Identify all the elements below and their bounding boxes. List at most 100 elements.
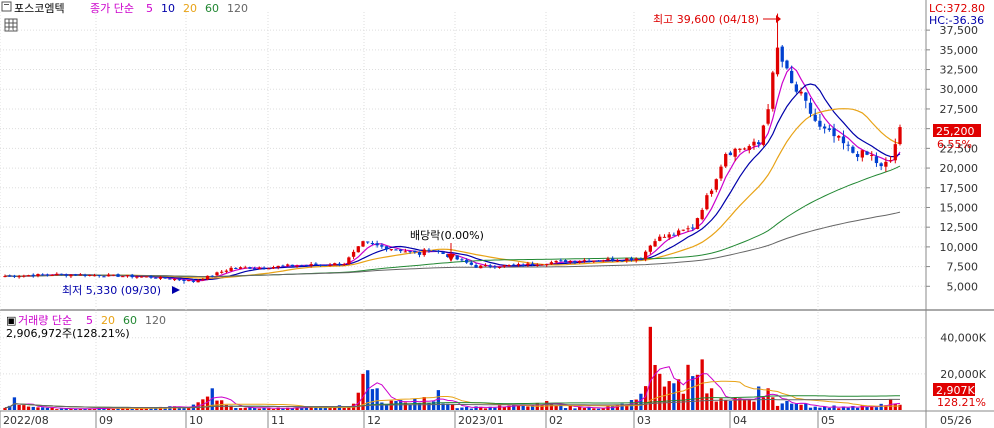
volume-bar xyxy=(74,408,78,410)
price-tick-label: 17,500 xyxy=(940,182,979,195)
volume-bar xyxy=(855,407,860,410)
volume-bar xyxy=(229,405,233,410)
volume-bar xyxy=(747,399,751,410)
candle-body xyxy=(64,274,68,276)
candle-body xyxy=(394,249,398,251)
volume-ma-lines xyxy=(4,366,901,410)
volume-bar xyxy=(870,406,874,410)
volume-bar xyxy=(841,406,846,410)
candle-body xyxy=(775,47,780,75)
volume-bar xyxy=(17,404,21,410)
volume-bar xyxy=(573,408,577,410)
volume-ma-legend-item: 5 xyxy=(86,314,93,327)
candles xyxy=(3,13,902,284)
candle-body xyxy=(436,250,441,252)
candle-body xyxy=(125,275,130,277)
ma-legend-item: 5 xyxy=(146,2,153,15)
volume-bar xyxy=(695,374,700,410)
volume-bar xyxy=(271,409,276,410)
volume-bar xyxy=(884,405,888,410)
candle-body xyxy=(785,60,789,69)
volume-bar xyxy=(639,393,643,410)
candle-body xyxy=(888,160,893,162)
candle-body xyxy=(483,265,488,267)
volume-bar xyxy=(238,408,243,410)
volume-ma-20-line xyxy=(4,380,901,409)
volume-bar xyxy=(314,406,318,410)
candle-body xyxy=(139,276,144,278)
svg-text:25,200: 25,200 xyxy=(936,125,975,138)
candle-body xyxy=(813,114,817,121)
volume-bar xyxy=(309,406,313,410)
volume-bar xyxy=(304,406,309,410)
candle-body xyxy=(643,251,648,260)
candle-body xyxy=(158,276,163,279)
volume-bar xyxy=(248,407,252,410)
candle-body xyxy=(672,234,676,236)
ma-legend: 5 10 20 60 120 xyxy=(146,2,248,15)
volume-bar xyxy=(724,399,728,410)
candle-body xyxy=(366,241,370,243)
volume-bar xyxy=(257,408,262,410)
candle-body xyxy=(342,264,346,266)
candle-body xyxy=(328,265,332,267)
volume-bar xyxy=(36,407,40,410)
volume-title: 거래량 단순 xyxy=(18,314,72,327)
volume-ma-legend-item: 60 xyxy=(123,314,137,327)
candle-body xyxy=(3,276,7,278)
grid-toggle-icon[interactable] xyxy=(4,18,18,32)
volume-bar xyxy=(88,408,92,410)
candle-body xyxy=(526,263,530,266)
panel-menu-icon[interactable] xyxy=(1,1,12,12)
volume-bar xyxy=(554,405,558,410)
candle-body xyxy=(8,275,12,277)
volume-bar xyxy=(742,400,747,410)
volume-bar xyxy=(648,326,652,410)
candle-body xyxy=(55,273,59,276)
volume-bar xyxy=(568,405,572,410)
candle-body xyxy=(172,279,177,281)
volume-bar xyxy=(436,390,441,410)
candle-body xyxy=(615,260,620,262)
volume-bar xyxy=(210,388,214,410)
volume-bar xyxy=(837,408,841,410)
x-tick-label: 09 xyxy=(99,414,113,427)
volume-bar xyxy=(865,407,869,410)
candle-body xyxy=(855,154,860,157)
price-tick-label: 27,500 xyxy=(940,103,979,116)
candle-body xyxy=(50,275,54,277)
candle-body xyxy=(370,243,375,245)
volume-bar xyxy=(243,407,247,410)
candle-body xyxy=(870,154,874,156)
volume-grid xyxy=(0,337,926,375)
candle-body xyxy=(587,260,591,262)
volume-bar xyxy=(92,409,97,410)
candle-body xyxy=(780,46,784,62)
volume-bar xyxy=(31,406,35,410)
candle-body xyxy=(761,125,766,145)
volume-bar xyxy=(41,407,45,410)
candle-body xyxy=(879,163,883,167)
candle-body xyxy=(582,260,587,262)
volume-bar xyxy=(111,408,115,410)
candle-body xyxy=(639,259,643,261)
candle-body xyxy=(724,153,728,167)
candle-body xyxy=(625,258,629,261)
x-tick-label: 05/26 xyxy=(940,414,972,427)
x-grid xyxy=(0,12,819,411)
candle-body xyxy=(601,260,605,262)
volume-bar xyxy=(483,408,488,410)
stock-name: 포스코엠텍 xyxy=(14,2,65,15)
candle-body xyxy=(620,260,624,262)
candle-body xyxy=(568,260,572,263)
x-tick-label: 05 xyxy=(821,414,835,427)
volume-bar xyxy=(667,381,671,410)
price-badge xyxy=(933,124,981,137)
ma-5-line xyxy=(4,65,901,282)
volume-bar xyxy=(625,404,629,410)
volume-bar xyxy=(512,404,516,410)
candle-body xyxy=(691,227,695,229)
candle-body xyxy=(191,280,196,282)
candle-body xyxy=(290,264,294,267)
candle-body xyxy=(540,264,544,266)
